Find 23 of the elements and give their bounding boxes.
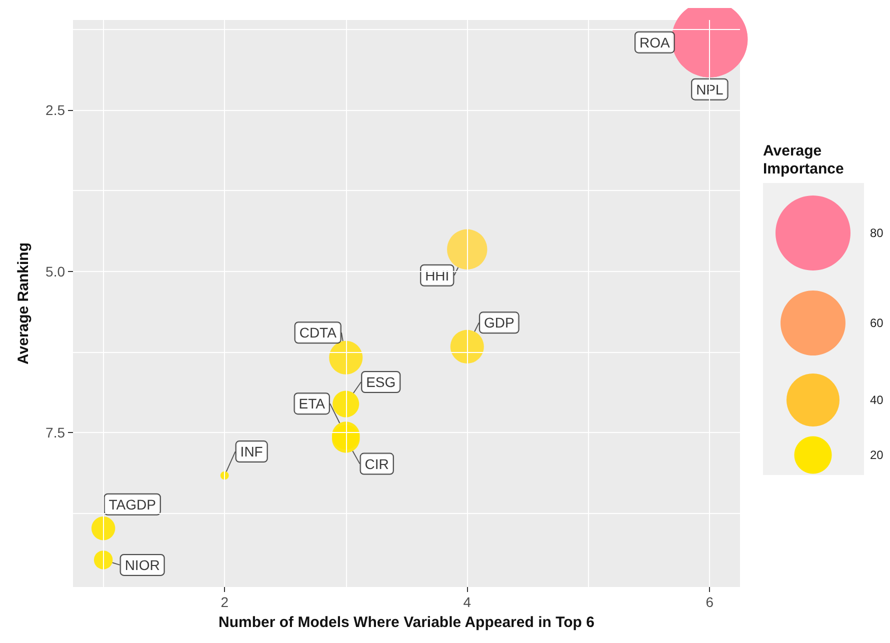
series-label: ETA <box>298 396 326 412</box>
y-tick-label: 5.0 <box>46 263 66 280</box>
series-label: TAGDP <box>108 496 156 512</box>
y-tick-label: 7.5 <box>46 424 66 440</box>
series-label: CIR <box>364 456 389 472</box>
legend-title: Average Importance <box>763 142 844 178</box>
legend-label: 20 <box>870 448 884 462</box>
legend-label: 60 <box>870 316 884 330</box>
x-tick-label: 6 <box>706 594 714 610</box>
series-label: CDTA <box>299 324 338 341</box>
x-tick-label: 2 <box>220 594 229 610</box>
series-label: ROA <box>640 34 671 50</box>
x-axis-title: Number of Models Where Variable Appeared in Top 6 <box>218 614 594 631</box>
y-tick-label: 2.5 <box>46 102 66 118</box>
series-label: INF <box>240 444 263 460</box>
y-axis-title: Average Ranking <box>15 242 32 364</box>
legend-label: 40 <box>870 393 884 407</box>
x-tick-label: 4 <box>463 594 472 610</box>
series-label: GDP <box>484 314 514 331</box>
series-label: ESG <box>366 374 396 390</box>
series-label: NPL <box>696 81 724 98</box>
legend-label: 80 <box>870 226 884 240</box>
series-label: NIOR <box>124 556 160 573</box>
